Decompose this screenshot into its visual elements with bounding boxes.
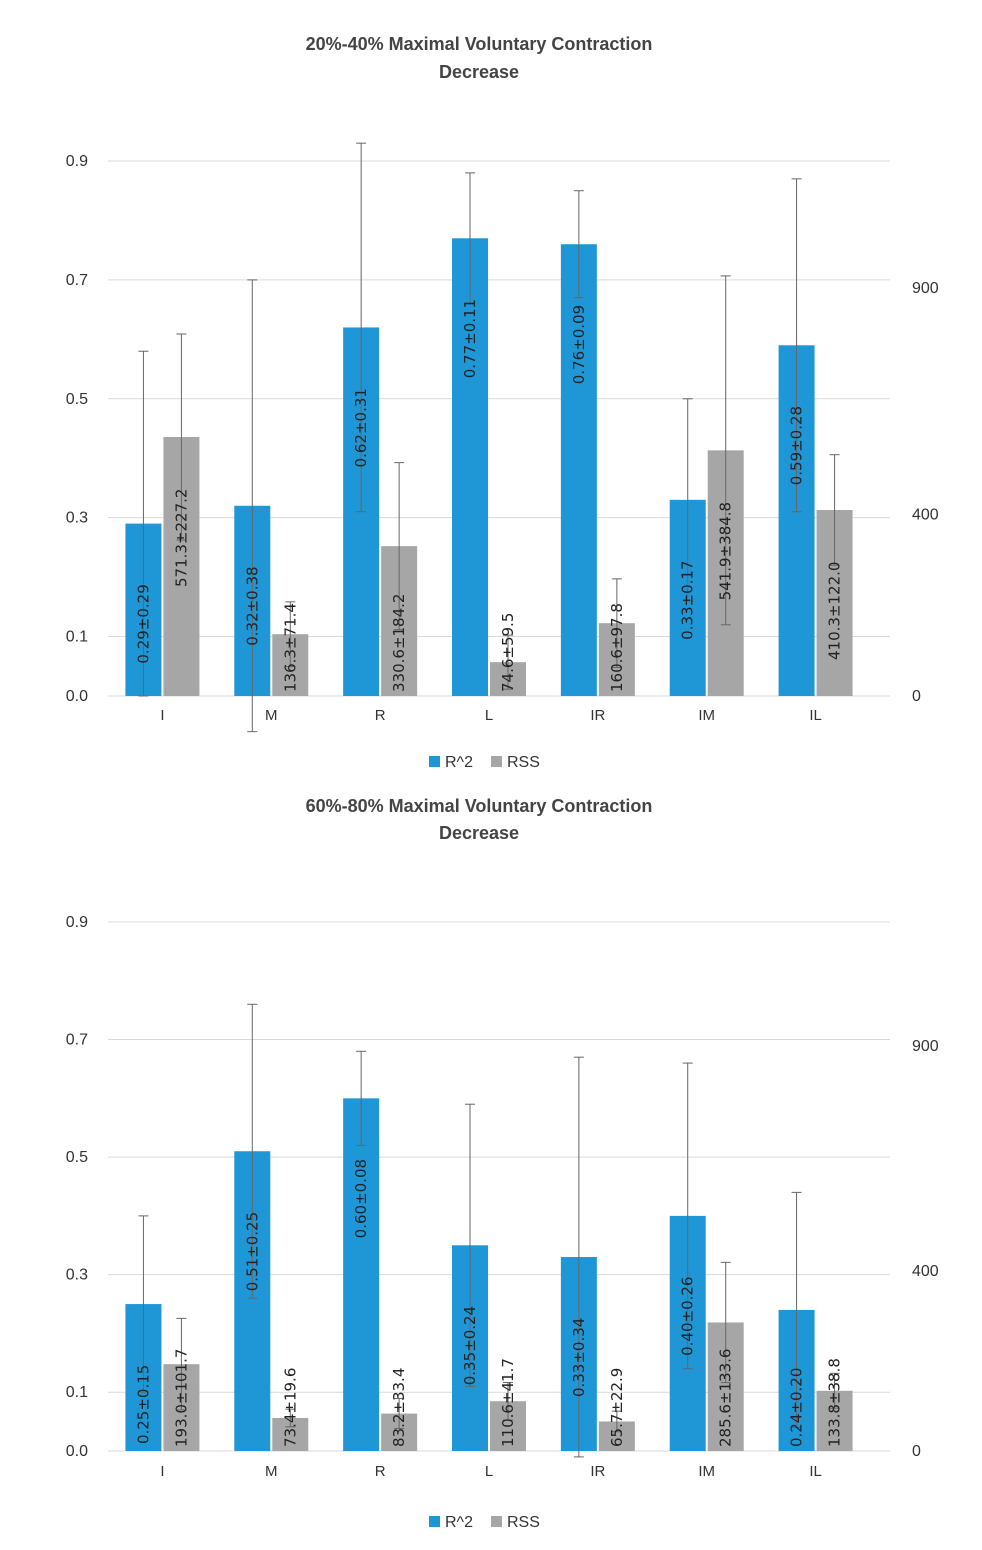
y-left-tick-label: 0.3 [66,510,88,527]
data-label-r2: 0.33±0.34 [570,1318,588,1397]
legend-label-rss: RSS [507,1514,540,1531]
y-right-tick-label: 400 [912,507,939,524]
x-tick-label: IR [590,1463,605,1480]
y-left-tick-label: 0.9 [66,914,88,931]
data-label-r2: 0.62±0.31 [352,388,370,467]
chart-title: 60%-80% Maximal Voluntary Contraction [306,796,653,816]
x-tick-label: R [375,1463,386,1480]
y-left-tick-label: 0.7 [66,272,88,289]
y-left-tick-label: 0.5 [66,1149,88,1166]
x-tick-label: R [375,707,386,724]
chart-subtitle: Decrease [439,62,519,82]
bar-r2 [452,238,488,696]
data-label-rss: 285.6±133.6 [717,1349,735,1447]
data-label-r2: 0.35±0.24 [461,1306,479,1385]
data-label-r2: 0.25±0.15 [134,1365,152,1444]
y-right-tick-label: 900 [912,280,939,297]
x-tick-label: M [265,1463,278,1480]
data-label-rss: 65.7±22.9 [608,1368,626,1447]
chart-1: 20%-40% Maximal Voluntary Contraction Dec… [66,34,939,771]
y-right-tick-label: 0 [912,688,921,705]
y-left-tick-label: 0.7 [66,1032,88,1049]
x-tick-label: M [265,707,278,724]
data-label-rss: 133.8±38.8 [826,1358,844,1447]
legend-label-rss: RSS [507,754,540,771]
chart-subtitle: Decrease [439,823,519,843]
x-tick-label: I [160,707,164,724]
data-label-rss: 541.9±384.8 [717,502,735,600]
data-label-rss: 74.6±59.5 [499,613,517,692]
x-tick-label: I [160,1463,164,1480]
legend-swatch-r2 [429,756,440,767]
y-left-tick-label: 0.0 [66,688,88,705]
x-tick-label: IM [698,707,715,724]
x-tick-label: IL [809,1463,822,1480]
y-left-tick-label: 0.0 [66,1443,88,1460]
data-label-rss: 136.3±71.4 [281,603,299,692]
data-label-r2: 0.24±0.20 [788,1368,806,1447]
data-label-rss: 110.6±41.7 [499,1358,517,1447]
y-left-tick-label: 0.5 [66,391,88,408]
data-label-r2: 0.29±0.29 [134,584,152,663]
legend-label-r2: R^2 [445,754,473,771]
y-left-tick-label: 0.1 [66,1384,88,1401]
data-label-r2: 0.33±0.17 [679,560,697,639]
data-label-rss: 330.6±184.2 [390,594,408,692]
y-right-tick-label: 400 [912,1263,939,1280]
data-label-rss: 571.3±227.2 [172,489,190,587]
data-label-rss: 410.3±122.0 [826,562,844,660]
data-label-rss: 160.6±97.8 [608,603,626,692]
data-label-r2: 0.59±0.28 [788,406,806,485]
data-label-r2: 0.60±0.08 [352,1159,370,1238]
data-label-r2: 0.32±0.38 [243,566,261,645]
x-tick-label: L [485,707,493,724]
x-tick-label: IM [698,1463,715,1480]
chart-2: 60%-80% Maximal Voluntary Contraction Dec… [66,796,939,1531]
bar-r2 [560,244,597,696]
y-right-tick-label: 900 [912,1038,939,1055]
data-label-r2: 0.77±0.11 [461,299,479,378]
data-label-r2: 0.51±0.25 [243,1212,261,1291]
y-left-tick-label: 0.3 [66,1267,88,1284]
y-right-tick-label: 0 [912,1443,921,1460]
legend-swatch-rss [491,1516,502,1527]
data-label-rss: 73.4±19.6 [281,1368,299,1447]
data-label-r2: 0.40±0.26 [679,1277,697,1356]
chart-title: 20%-40% Maximal Voluntary Contraction [306,34,653,54]
legend: R^2 RSS [429,1514,540,1531]
x-tick-label: IR [590,707,605,724]
legend-swatch-r2 [429,1516,440,1527]
bar-r2 [343,1098,380,1451]
legend: R^2 RSS [429,754,540,771]
y-left-tick-label: 0.1 [66,629,88,646]
legend-swatch-rss [491,756,502,767]
y-left-tick-label: 0.9 [66,153,88,170]
data-label-r2: 0.76±0.09 [570,305,588,384]
legend-label-r2: R^2 [445,1514,473,1531]
x-tick-label: IL [809,707,822,724]
data-label-rss: 193.0±101.7 [172,1349,190,1447]
x-tick-label: L [485,1463,493,1480]
data-label-rss: 83.2±33.4 [390,1368,408,1447]
